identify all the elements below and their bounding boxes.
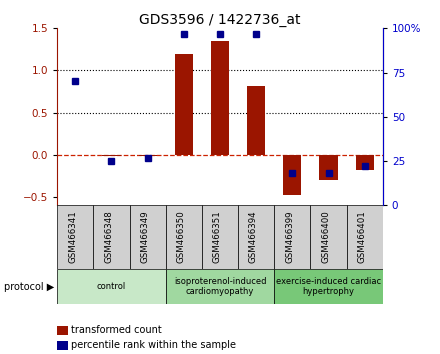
Bar xyxy=(274,269,383,304)
Text: exercise-induced cardiac
hypertrophy: exercise-induced cardiac hypertrophy xyxy=(276,277,381,296)
Bar xyxy=(57,269,166,304)
Bar xyxy=(175,53,193,155)
Text: GSM466400: GSM466400 xyxy=(321,210,330,263)
Bar xyxy=(129,205,166,269)
Bar xyxy=(103,155,121,156)
Bar xyxy=(311,205,347,269)
Text: percentile rank within the sample: percentile rank within the sample xyxy=(71,340,236,350)
Text: GSM466349: GSM466349 xyxy=(140,210,150,263)
Bar xyxy=(166,205,202,269)
Text: GSM466394: GSM466394 xyxy=(249,210,258,263)
Bar xyxy=(274,205,311,269)
Bar xyxy=(283,155,301,195)
Text: control: control xyxy=(97,282,126,291)
Text: isoproterenol-induced
cardiomyopathy: isoproterenol-induced cardiomyopathy xyxy=(174,277,266,296)
Text: protocol ▶: protocol ▶ xyxy=(4,282,55,292)
Bar xyxy=(211,41,229,155)
Bar xyxy=(247,86,265,155)
Text: GSM466401: GSM466401 xyxy=(358,210,367,263)
Bar xyxy=(93,205,129,269)
Bar xyxy=(238,205,274,269)
Bar xyxy=(356,155,374,170)
Text: GSM466341: GSM466341 xyxy=(68,210,77,263)
Text: GSM466348: GSM466348 xyxy=(104,210,113,263)
Bar xyxy=(166,269,274,304)
Bar xyxy=(139,155,157,156)
Title: GDS3596 / 1422736_at: GDS3596 / 1422736_at xyxy=(139,13,301,27)
Bar xyxy=(202,205,238,269)
Bar xyxy=(57,205,93,269)
Text: GSM466399: GSM466399 xyxy=(285,210,294,263)
Text: GSM466350: GSM466350 xyxy=(176,210,186,263)
Bar xyxy=(347,205,383,269)
Text: GSM466351: GSM466351 xyxy=(213,210,222,263)
Text: transformed count: transformed count xyxy=(71,325,162,335)
Bar xyxy=(319,155,337,180)
